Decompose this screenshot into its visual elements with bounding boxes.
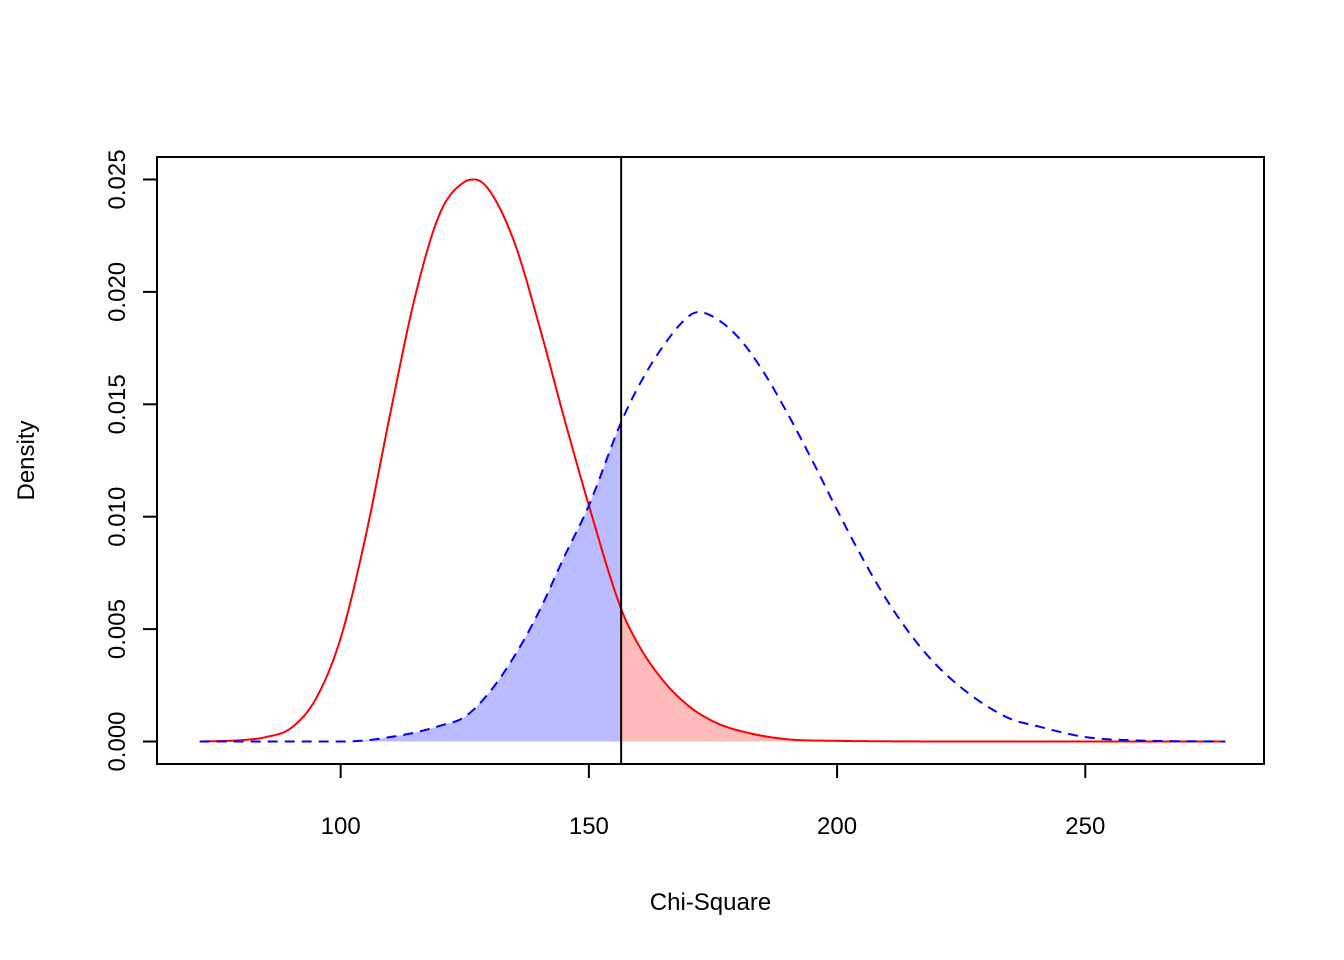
y-tick-label: 0.020 xyxy=(104,262,131,322)
x-tick-label: 150 xyxy=(569,813,609,840)
y-tick-label: 0.005 xyxy=(104,599,131,659)
x-tick-label: 100 xyxy=(321,813,361,840)
series-line-1 xyxy=(199,178,1226,743)
y-tick-label: 0.000 xyxy=(104,711,131,771)
shaded-area-1 xyxy=(621,608,1226,742)
series-lines xyxy=(199,178,1226,743)
y-tick-label: 0.025 xyxy=(104,149,131,209)
x-tick-label: 250 xyxy=(1065,813,1105,840)
y-axis-title: Density xyxy=(13,420,40,500)
y-axis: 0.000 0.005 0.010 0.015 0.020 0.025 xyxy=(104,149,158,772)
shaded-areas xyxy=(199,422,1226,742)
x-axis: 100 150 200 250 xyxy=(321,763,1105,840)
y-tick-label: 0.010 xyxy=(104,487,131,547)
x-axis-title: Chi-Square xyxy=(650,889,771,916)
y-tick-label: 0.015 xyxy=(104,374,131,434)
x-tick-label: 200 xyxy=(817,813,857,840)
series-line-2 xyxy=(199,311,1226,743)
shaded-area-2 xyxy=(199,422,622,742)
plot-frame xyxy=(156,156,1265,765)
